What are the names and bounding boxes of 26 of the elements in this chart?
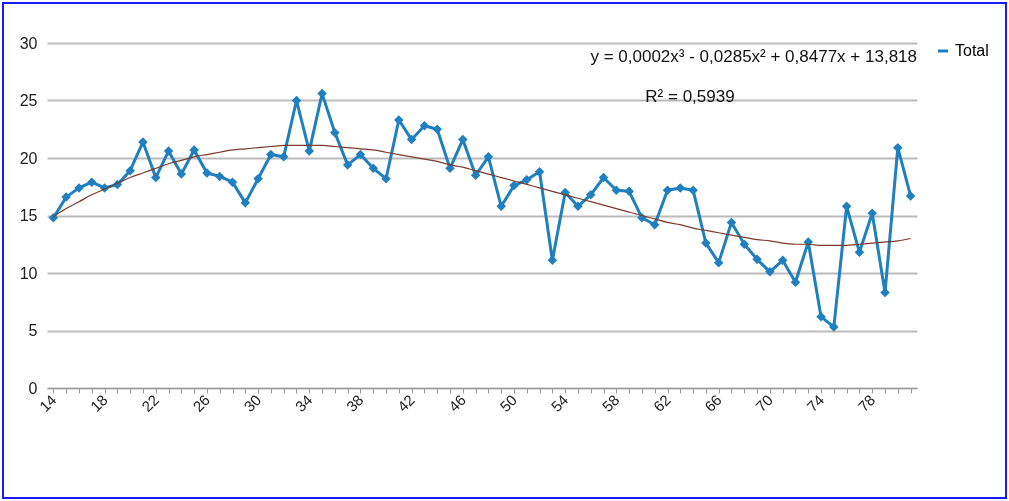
- legend-label: Total: [955, 42, 989, 59]
- x-tick-label: 70: [752, 391, 777, 415]
- x-tick-label: 34: [291, 391, 316, 415]
- x-tick-label: 26: [189, 391, 214, 415]
- x-tick-label: 18: [86, 391, 111, 415]
- x-tick-label: 30: [240, 391, 265, 415]
- x-tick-label: 58: [598, 391, 623, 415]
- x-tick-label: 22: [138, 391, 162, 415]
- y-tick-label: 25: [19, 92, 38, 109]
- x-tick-label: 62: [649, 391, 674, 415]
- y-tick-label: 20: [19, 149, 38, 167]
- x-tick-label: 54: [547, 391, 572, 415]
- y-tick-label: 30: [19, 34, 38, 52]
- y-tick-label: 10: [19, 264, 38, 282]
- y-tick-label: 15: [19, 207, 38, 224]
- x-tick-label: 66: [701, 391, 725, 415]
- x-tick-label: 74: [803, 391, 828, 415]
- x-tick-label: 50: [496, 391, 521, 415]
- annotation: y = 0,0002x³ - 0,0285x² + 0,8477x + 13,818: [590, 47, 917, 66]
- x-tick-label: 78: [854, 391, 879, 415]
- y-tick-label: 0: [28, 379, 38, 397]
- annotation: R² = 0,5939: [645, 87, 735, 106]
- x-tick-label: 42: [393, 391, 418, 415]
- x-tick-label: 38: [342, 391, 367, 415]
- y-tick-label: 5: [28, 322, 38, 339]
- x-tick-label: 46: [445, 391, 469, 415]
